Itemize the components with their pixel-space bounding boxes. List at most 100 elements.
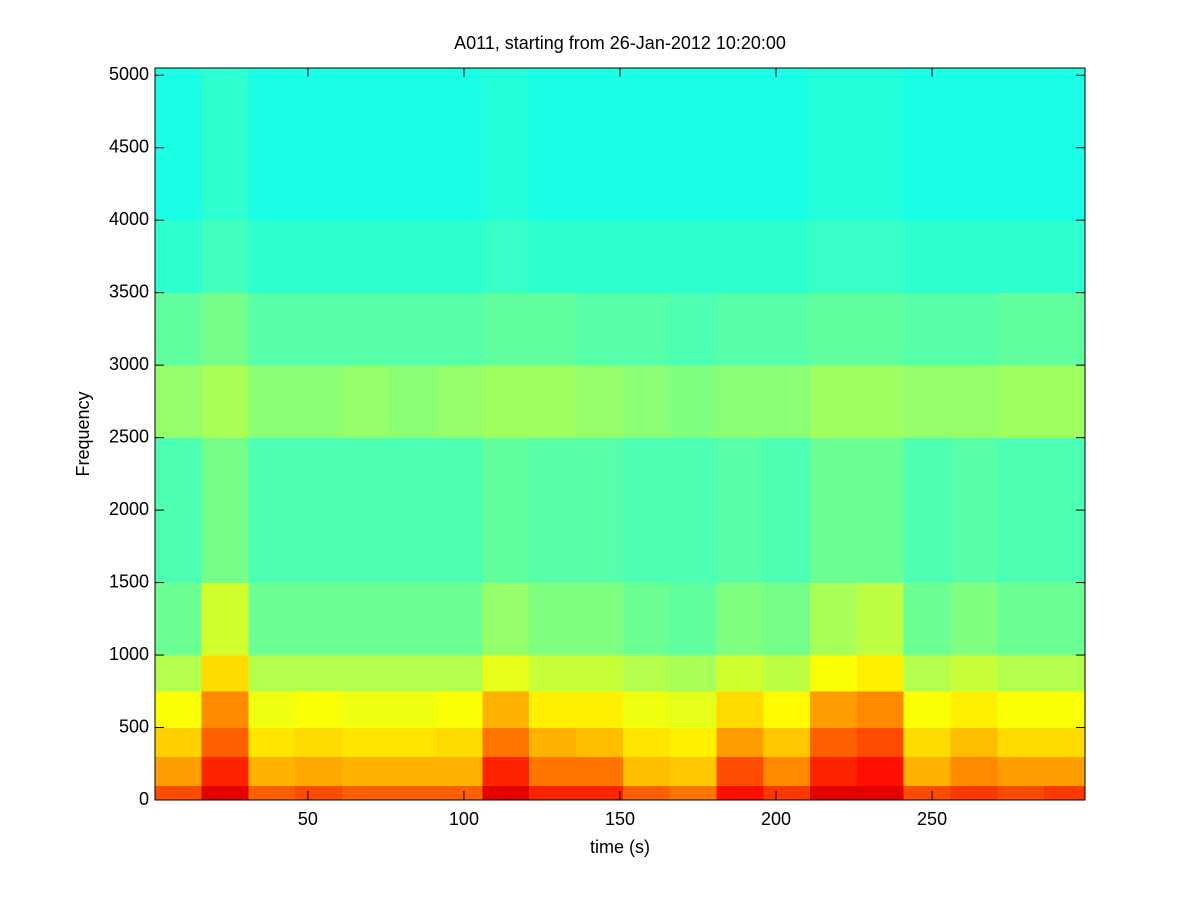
cell [388,364,437,438]
cell [903,364,952,438]
cell [716,292,764,366]
cell [716,785,764,801]
cell [1044,756,1086,786]
cell [201,654,249,692]
cell [950,582,998,656]
cell [482,582,530,656]
cell [482,67,530,221]
cell [669,727,718,757]
cell [295,582,343,656]
cell [341,654,390,692]
cell [388,582,437,656]
cell [622,690,671,728]
cell [201,292,249,366]
cell [622,67,671,221]
cell [903,785,952,801]
cell [622,727,671,757]
cell [622,654,671,692]
cell [1044,654,1086,692]
cell [201,67,249,221]
cell [201,437,249,583]
cell [950,67,998,221]
cell [482,219,530,293]
cell [388,219,437,293]
cell [716,582,764,656]
cell [201,582,249,656]
cell [763,582,811,656]
cell [1044,292,1086,366]
cell [950,785,998,801]
cell [810,785,858,801]
y-tick-label: 3000 [109,354,149,374]
cell [763,437,811,583]
cell [1044,727,1086,757]
cell [388,292,437,366]
cell [154,364,203,438]
y-tick-label: 4500 [109,136,149,156]
cell [997,727,1045,757]
cell [997,364,1045,438]
cell [482,364,530,438]
cell [903,727,952,757]
cell [1044,219,1086,293]
cell [810,690,858,728]
cell [248,219,296,293]
cell [856,654,905,692]
cell [1044,67,1086,221]
cell [669,292,718,366]
cell [997,292,1045,366]
cell [435,67,483,221]
cell [763,219,811,293]
cell [669,690,718,728]
cell [763,756,811,786]
cell [248,690,296,728]
cell [435,727,483,757]
cell [201,756,249,786]
cell [576,582,624,656]
cell [576,654,624,692]
cell [669,364,718,438]
cell [435,785,483,801]
cell [435,654,483,692]
cell [529,785,577,801]
y-axis-label: Frequency [73,391,93,476]
cell [295,690,343,728]
cell [669,582,718,656]
cell [1044,785,1086,801]
cell [669,437,718,583]
cell [997,690,1045,728]
y-tick-label: 1000 [109,644,149,664]
cell [201,785,249,801]
cell [763,654,811,692]
cell [622,756,671,786]
cell [341,67,390,221]
x-tick-label: 100 [449,809,479,829]
cell [950,437,998,583]
cell [529,67,577,221]
cell [248,785,296,801]
cell [341,364,390,438]
cell [763,364,811,438]
cell [529,756,577,786]
x-tick-label: 150 [605,809,635,829]
cell [295,785,343,801]
cell [903,756,952,786]
cell [435,756,483,786]
cell [576,292,624,366]
cell [950,756,998,786]
cell [903,582,952,656]
cell [622,292,671,366]
cell [856,67,905,221]
cell [529,727,577,757]
cell [716,756,764,786]
y-tick-label: 2500 [109,426,149,446]
cell [903,654,952,692]
y-tick-label: 2000 [109,499,149,519]
cell [997,654,1045,692]
cell [248,727,296,757]
cell [154,582,203,656]
cell [810,437,858,583]
cell [201,727,249,757]
cell [716,727,764,757]
